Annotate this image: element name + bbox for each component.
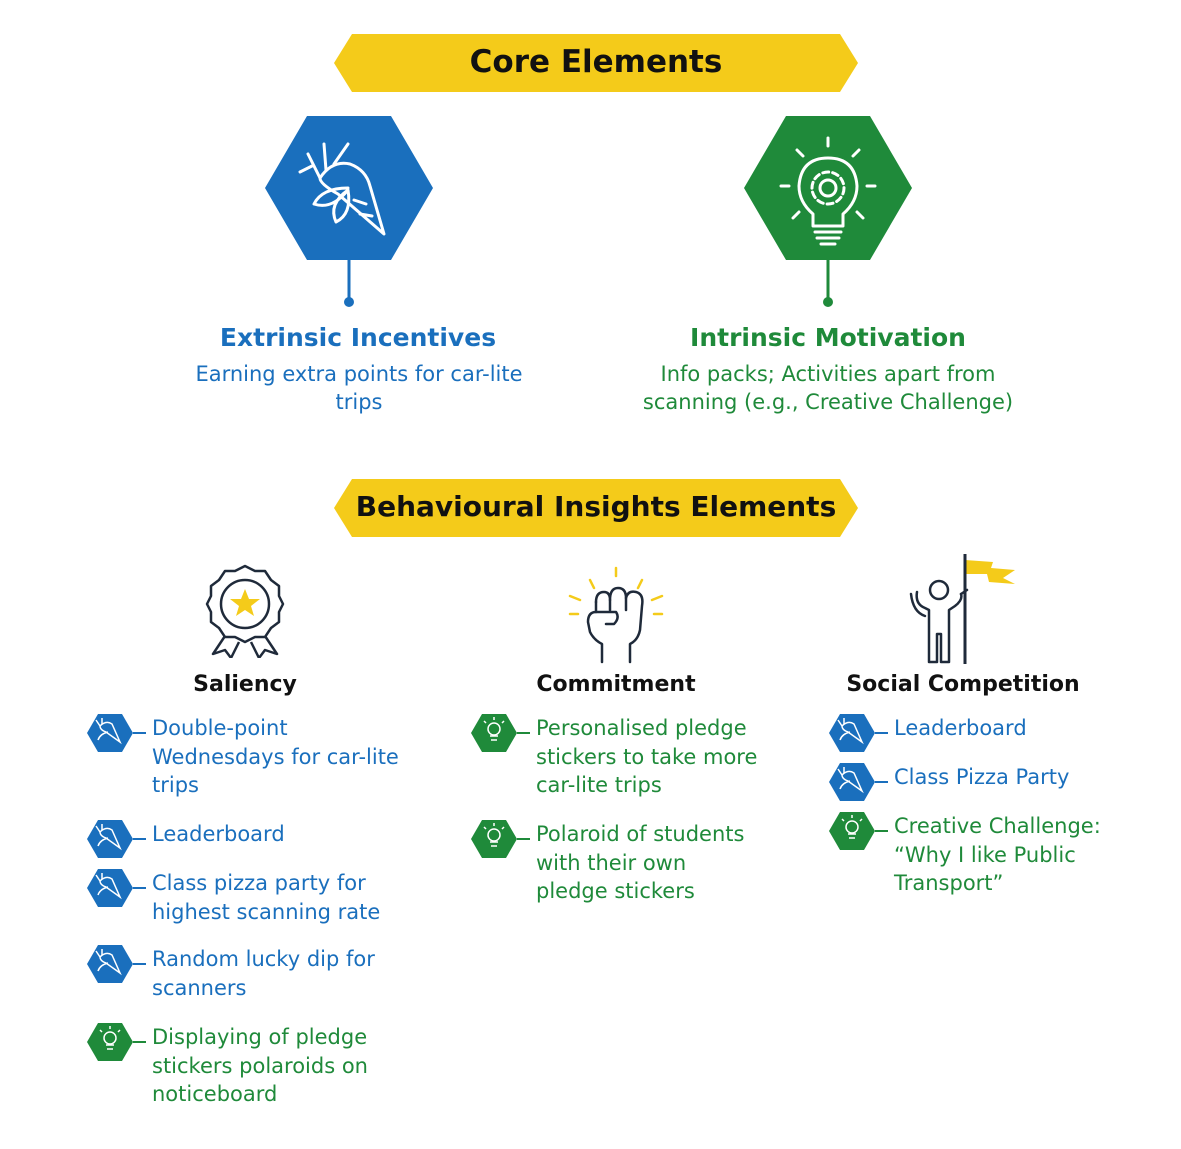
list-item-text: Leaderboard [894,716,1027,740]
list-item: Random lucky dip for scanners [86,943,426,1033]
raised-fist-icon [568,566,664,664]
mini-carrot-hexagon-icon [87,869,146,907]
list-item: Class Pizza Party [828,761,1168,851]
list-item-text: Random lucky dip for scanners [152,947,375,1000]
core-elements-banner: Core Elements [334,34,858,92]
mini-lightbulb-hexagon-icon [471,820,530,858]
list-item-text: Displaying of pledge stickers polaroids … [152,1025,368,1106]
mini-lightbulb-hexagon-icon [471,714,530,752]
list-item-text: Creative Challenge: “Why I like Public T… [894,814,1101,895]
core-elements-title: Core Elements [469,44,723,80]
intrinsic-desc: Info packs; Activities apart from scanni… [642,362,1014,414]
extrinsic-desc: Earning extra points for car-lite trips [195,362,523,414]
mini-lightbulb-hexagon-icon [87,1023,146,1061]
mini-carrot-hexagon-icon [87,945,146,983]
column-title-social-competition: Social Competition [846,672,1080,697]
mini-carrot-hexagon-icon [87,820,146,858]
mini-lightbulb-hexagon-icon [829,812,888,850]
bi-elements-title: Behavioural Insights Elements [355,490,837,523]
list-item: Personalised pledge stickers to take mor… [470,712,810,802]
list-item: Class pizza party for highest scanning r… [86,867,426,957]
list-item: Polaroid of students with their own pled… [470,818,810,908]
list-item: Creative Challenge: “Why I like Public T… [828,810,1168,900]
extrinsic-title: Extrinsic Incentives [219,323,497,352]
list-item-text: Leaderboard [152,822,285,846]
list-item-text: Polaroid of students with their own pled… [536,822,745,903]
lightbulb-gear-icon [779,136,877,246]
banner-shape [334,479,858,537]
banner-shape [334,34,858,92]
list-item-text: Double-point Wednesdays for car-lite tri… [152,716,399,797]
extrinsic-hexagon [265,116,433,307]
column-title-saliency: Saliency [193,672,297,697]
list-item: Double-point Wednesdays for car-lite tri… [86,712,426,802]
list-item: Leaderboard [86,818,426,908]
list-item-text: Class pizza party for highest scanning r… [152,871,381,924]
list-item: Leaderboard [828,712,1168,802]
award-ribbon-icon [205,564,285,658]
carrot-icon [298,142,386,236]
list-item-text: Class Pizza Party [894,765,1070,789]
mini-carrot-hexagon-icon [87,714,146,752]
mini-carrot-hexagon-icon [829,714,888,752]
person-flag-icon [909,554,1015,664]
list-item: Displaying of pledge stickers polaroids … [86,1021,426,1111]
intrinsic-title: Intrinsic Motivation [690,323,966,352]
bi-elements-banner: Behavioural Insights Elements [334,479,858,537]
list-item-text: Personalised pledge stickers to take mor… [536,716,758,797]
intrinsic-hexagon [744,116,912,307]
mini-carrot-hexagon-icon [829,763,888,801]
column-title-commitment: Commitment [536,672,696,697]
